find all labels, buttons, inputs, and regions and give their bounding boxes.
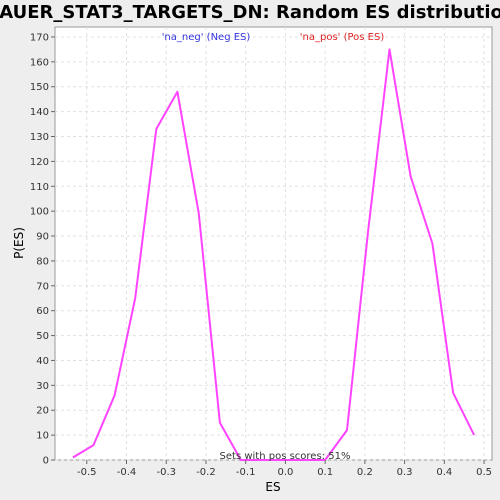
y-tick-label: 10 (36, 431, 49, 442)
y-tick-label: 150 (30, 82, 49, 93)
x-tick-label: 0.1 (317, 467, 333, 478)
y-tick-label: 130 (30, 132, 49, 143)
x-tick-label: -0.5 (77, 467, 97, 478)
y-tick-label: 30 (36, 381, 49, 392)
y-tick-label: 20 (36, 406, 49, 417)
y-tick-label: 80 (36, 256, 49, 267)
x-tick-label: -0.3 (156, 467, 176, 478)
x-tick-label: 0.5 (476, 467, 492, 478)
pos-score-annotation: Sets with pos scores: 51% (220, 451, 351, 462)
legend-entry-neg: 'na_neg' (Neg ES) (162, 32, 251, 43)
y-tick-label: 100 (30, 207, 49, 218)
x-tick-label: 0.2 (357, 467, 373, 478)
chart-title: DAUER_STAT3_TARGETS_DN: Random ES distri… (0, 2, 500, 23)
y-tick-label: 160 (30, 57, 49, 68)
y-tick-label: 110 (30, 182, 49, 193)
y-tick-label: 40 (36, 356, 49, 367)
x-tick-label: 0.0 (277, 467, 293, 478)
plot-area (54, 26, 493, 461)
legend-entry-pos: 'na_pos' (Pos ES) (300, 32, 385, 43)
y-axis-label: P(ES) (12, 227, 26, 259)
x-tick-label: -0.4 (117, 467, 137, 478)
y-tick-label: 60 (36, 306, 49, 317)
x-tick-label: -0.2 (196, 467, 216, 478)
x-tick-label: -0.1 (236, 467, 256, 478)
y-tick-label: 140 (30, 107, 49, 118)
x-tick-label: 0.4 (436, 467, 452, 478)
x-axis-label: ES (265, 480, 280, 494)
y-tick-label: 170 (30, 32, 49, 43)
pos-es-series-line (324, 48, 475, 461)
y-tick-label: 50 (36, 331, 49, 342)
y-tick-label: 90 (36, 232, 49, 243)
y-tick-label: 0 (43, 456, 49, 467)
x-tick-label: 0.3 (397, 467, 413, 478)
axes: 0 10 20 30 40 50 60 70 80 90 100 110 120 130 140 150 160… (30, 32, 492, 478)
y-tick-label: 120 (30, 157, 49, 168)
grid (55, 27, 492, 461)
y-tick-label: 70 (36, 281, 49, 292)
